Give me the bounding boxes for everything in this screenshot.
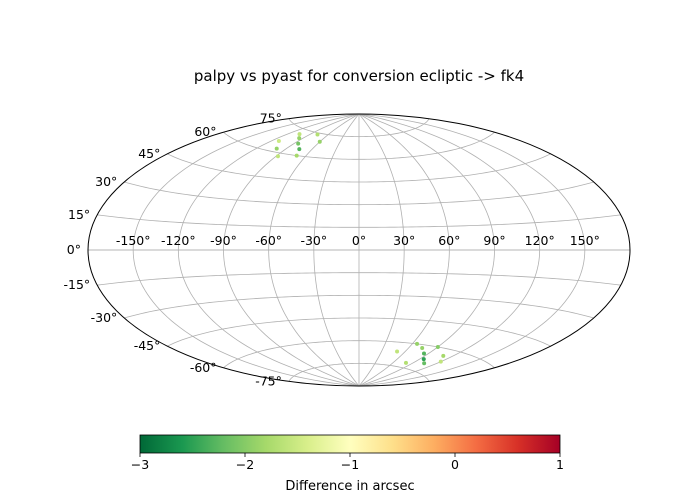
data-point	[438, 359, 443, 364]
parallel-line	[97, 214, 621, 228]
data-point	[297, 136, 302, 141]
data-point	[275, 154, 280, 159]
parallel-line	[167, 317, 551, 347]
longitude-tick-label: 0°	[352, 233, 366, 248]
colorbar-tick-label: −1	[341, 457, 359, 472]
colorbar-label: Difference in arcsec	[285, 479, 414, 494]
colorbar-tick-label: −3	[131, 457, 149, 472]
chart-title: palpy vs pyast for conversion ecliptic -…	[194, 67, 524, 85]
latitude-tick-label: 45°	[138, 146, 160, 161]
graticule	[88, 113, 630, 387]
latitude-tick-labels: -75° -60° -45° -30° -15° 0° 15° 30° 45° 60° 75°	[64, 111, 282, 389]
latitude-tick-label: -75°	[255, 373, 282, 388]
data-point	[422, 361, 427, 366]
data-point	[317, 139, 322, 144]
data-point	[441, 353, 446, 358]
latitude-tick-label: -45°	[134, 338, 161, 353]
colorbar-tick-label: 1	[556, 457, 564, 472]
data-point	[421, 357, 426, 362]
latitude-tick-label: 30°	[95, 174, 117, 189]
data-point	[415, 341, 420, 346]
longitude-tick-label: -150°	[116, 233, 151, 248]
longitude-tick-label: 30°	[393, 233, 415, 248]
colorbar	[139, 434, 561, 454]
parallel-line	[167, 153, 551, 183]
data-point	[297, 147, 302, 152]
latitude-tick-label: 60°	[194, 124, 216, 139]
parallel-line	[124, 181, 594, 206]
longitude-tick-label: 60°	[438, 233, 460, 248]
data-point	[294, 153, 299, 158]
longitude-tick-labels: -150° -120° -90° -60° -30° 0° 30° 60° 90° 120° 150…	[116, 233, 600, 248]
longitude-tick-label: -60°	[255, 233, 282, 248]
colorbar-tick-label: 0	[451, 457, 459, 472]
parallel-line	[97, 272, 621, 286]
colorbar-tick-label: −2	[236, 457, 254, 472]
longitude-tick-label: -90°	[210, 233, 237, 248]
latitude-tick-label: -30°	[91, 310, 118, 325]
data-point	[274, 146, 279, 151]
parallel-line	[288, 118, 430, 138]
longitude-tick-label: -120°	[161, 233, 196, 248]
data-point	[276, 139, 281, 144]
data-point	[315, 132, 320, 137]
parallel-line	[223, 131, 495, 160]
longitude-tick-label: 150°	[570, 233, 600, 248]
scatter-points	[274, 132, 446, 366]
longitude-tick-label: 120°	[525, 233, 555, 248]
latitude-tick-label: -15°	[64, 277, 91, 292]
data-point	[422, 351, 426, 356]
data-point	[420, 345, 425, 350]
data-point	[395, 349, 400, 354]
latitude-tick-label: 15°	[68, 207, 90, 222]
longitude-tick-label: -30°	[300, 233, 327, 248]
plot-frame	[87, 113, 631, 387]
latitude-tick-label: 0°	[67, 242, 81, 257]
parallel-line	[223, 340, 495, 369]
latitude-tick-label: -60°	[190, 360, 217, 375]
data-point	[297, 132, 302, 137]
data-point	[435, 344, 440, 349]
parallel-line	[288, 362, 430, 382]
parallel-line	[124, 294, 594, 319]
latitude-tick-label: 75°	[260, 111, 282, 126]
colorbar-ticks: −3 −2 −1 0 1	[131, 453, 564, 472]
longitude-tick-label: 90°	[483, 233, 505, 248]
data-point	[296, 141, 301, 146]
data-point	[403, 360, 408, 365]
